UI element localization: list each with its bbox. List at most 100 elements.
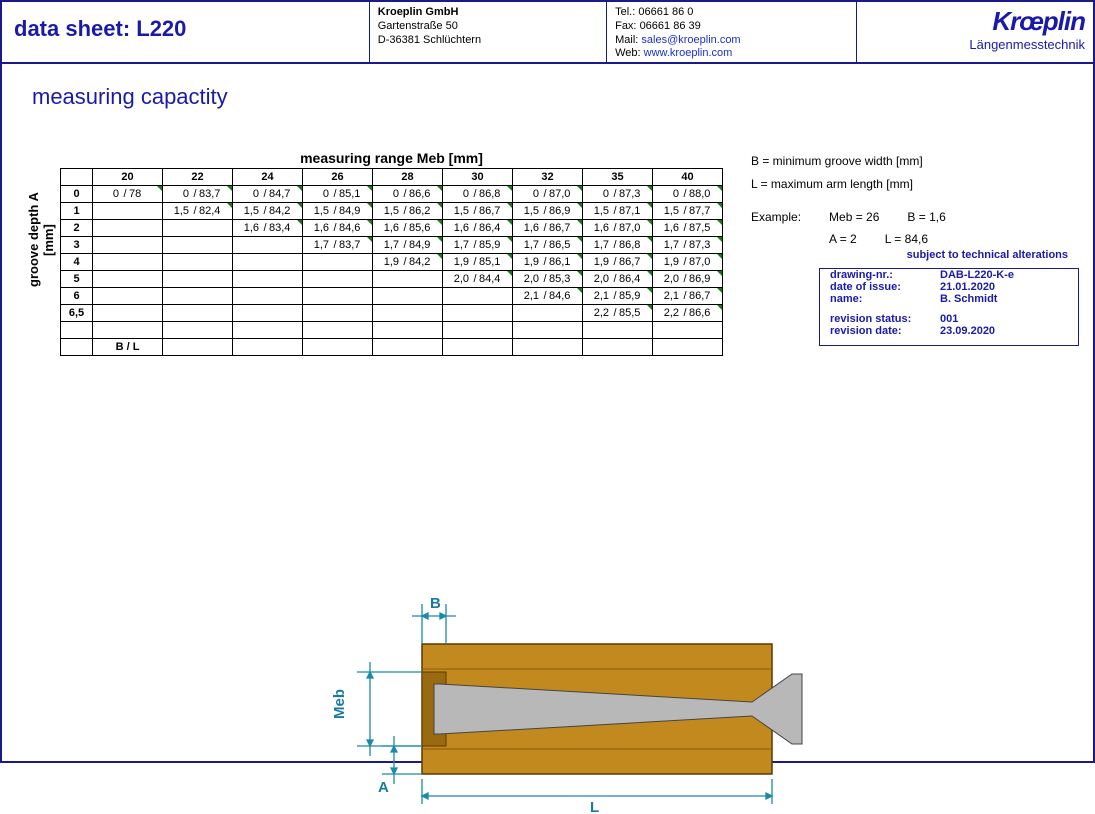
data-cell: 0/85,1 — [303, 186, 373, 203]
example-label: Example: — [751, 206, 801, 229]
data-cell: 1,5/87,1 — [583, 203, 653, 220]
data-cell: 1,5/86,7 — [443, 203, 513, 220]
data-cell: 1,7/84,9 — [373, 237, 443, 254]
data-cell: 1,9/84,2 — [373, 254, 443, 271]
data-cell: 0/87,0 — [513, 186, 583, 203]
page: data sheet: L220 Kroeplin GmbH Gartenstr… — [0, 0, 1095, 763]
data-cell — [163, 220, 233, 237]
data-cell: 1,9/86,1 — [513, 254, 583, 271]
data-cell — [373, 271, 443, 288]
data-cell: 2,0/86,9 — [653, 271, 723, 288]
row-header: 3 — [61, 237, 93, 254]
web-link[interactable]: www.kroeplin.com — [644, 47, 733, 59]
data-cell — [233, 254, 303, 271]
data-cell — [93, 254, 163, 271]
col-header: 20 — [93, 169, 163, 186]
row-header: 5 — [61, 271, 93, 288]
addr-line3: D-36381 Schlüchtern — [378, 34, 481, 46]
data-cell — [303, 288, 373, 305]
col-header: 26 — [303, 169, 373, 186]
data-cell — [303, 305, 373, 322]
data-cell: 1,5/82,4 — [163, 203, 233, 220]
row-header: 6 — [61, 288, 93, 305]
logo-brand: Krœplin — [865, 6, 1085, 37]
data-cell — [443, 305, 513, 322]
section-title: measuring capactity — [32, 84, 1073, 110]
date-of-issue: 21.01.2020 — [940, 281, 995, 293]
data-cell: 2,1/85,9 — [583, 288, 653, 305]
company-contact: Tel.: 06661 86 0 Fax: 06661 86 39 Mail: … — [607, 2, 857, 62]
data-cell: 2,0/85,3 — [513, 271, 583, 288]
data-cell — [93, 203, 163, 220]
data-cell: 2,0/86,4 — [583, 271, 653, 288]
data-cell — [93, 237, 163, 254]
dim-meb-label: Meb — [331, 689, 348, 719]
data-cell — [233, 288, 303, 305]
data-cell: 1,5/84,9 — [303, 203, 373, 220]
data-cell: 0/86,8 — [443, 186, 513, 203]
data-cell — [163, 305, 233, 322]
data-cell: 1,6/87,0 — [583, 220, 653, 237]
col-header: 32 — [513, 169, 583, 186]
data-cell: 1,7/87,3 — [653, 237, 723, 254]
col-header: 35 — [583, 169, 653, 186]
footer-label: B / L — [93, 339, 163, 356]
header: data sheet: L220 Kroeplin GmbH Gartenstr… — [2, 2, 1093, 64]
data-cell: 2,2/85,5 — [583, 305, 653, 322]
row-header: 2 — [61, 220, 93, 237]
legend: B = minimum groove width [mm] L = maximu… — [751, 150, 946, 251]
data-cell: 0/86,6 — [373, 186, 443, 203]
author-name: B. Schmidt — [940, 293, 997, 305]
data-cell — [233, 237, 303, 254]
table-title: measuring range Meb [mm] — [60, 150, 723, 166]
data-cell — [93, 271, 163, 288]
data-cell — [443, 288, 513, 305]
dim-l-label: L — [590, 799, 599, 814]
data-cell: 1,5/84,2 — [233, 203, 303, 220]
data-cell: 0/83,7 — [163, 186, 233, 203]
data-cell: 0/88,0 — [653, 186, 723, 203]
mail-link[interactable]: sales@kroeplin.com — [641, 34, 740, 46]
data-cell — [513, 305, 583, 322]
dim-b-label: B — [430, 595, 441, 612]
legend-b: B = minimum groove width [mm] — [751, 150, 946, 173]
data-cell — [233, 271, 303, 288]
data-cell: 1,7/85,9 — [443, 237, 513, 254]
data-cell: 1,9/87,0 — [653, 254, 723, 271]
col-header: 28 — [373, 169, 443, 186]
col-header: 40 — [653, 169, 723, 186]
legend-l: L = maximum arm length [mm] — [751, 173, 946, 196]
data-cell: 0/84,7 — [233, 186, 303, 203]
row-header: 4 — [61, 254, 93, 271]
data-cell: 2,0/84,4 — [443, 271, 513, 288]
data-cell — [233, 305, 303, 322]
data-cell: 1,7/86,8 — [583, 237, 653, 254]
data-cell: 2,1/86,7 — [653, 288, 723, 305]
revision-info-box: subject to technical alterations drawing… — [819, 268, 1079, 346]
data-cell: 0/78 — [93, 186, 163, 203]
capacity-table: 20222426283032354000/780/83,70/84,70/85,… — [60, 168, 723, 356]
data-cell: 1,6/86,7 — [513, 220, 583, 237]
company-address: Kroeplin GmbH Gartenstraße 50 D-36381 Sc… — [370, 2, 607, 62]
data-cell — [163, 237, 233, 254]
col-header: 22 — [163, 169, 233, 186]
data-cell: 1,6/84,6 — [303, 220, 373, 237]
data-cell: 2,2/86,6 — [653, 305, 723, 322]
data-cell — [93, 305, 163, 322]
dimension-diagram: B Meb A L — [322, 584, 822, 814]
alterations-note: subject to technical alterations — [830, 249, 1068, 261]
row-header: 0 — [61, 186, 93, 203]
data-cell: 1,5/87,7 — [653, 203, 723, 220]
data-cell: 1,6/87,5 — [653, 220, 723, 237]
logo: Krœplin Längenmesstechnik — [857, 2, 1093, 62]
col-header: 24 — [233, 169, 303, 186]
data-cell: 1,6/83,4 — [233, 220, 303, 237]
data-cell — [373, 288, 443, 305]
doc-title: data sheet: L220 — [2, 2, 370, 62]
data-cell — [163, 271, 233, 288]
data-cell: 1,5/86,2 — [373, 203, 443, 220]
data-cell: 1,9/86,7 — [583, 254, 653, 271]
data-cell: 1,9/85,1 — [443, 254, 513, 271]
data-cell — [163, 288, 233, 305]
data-cell: 1,6/86,4 — [443, 220, 513, 237]
